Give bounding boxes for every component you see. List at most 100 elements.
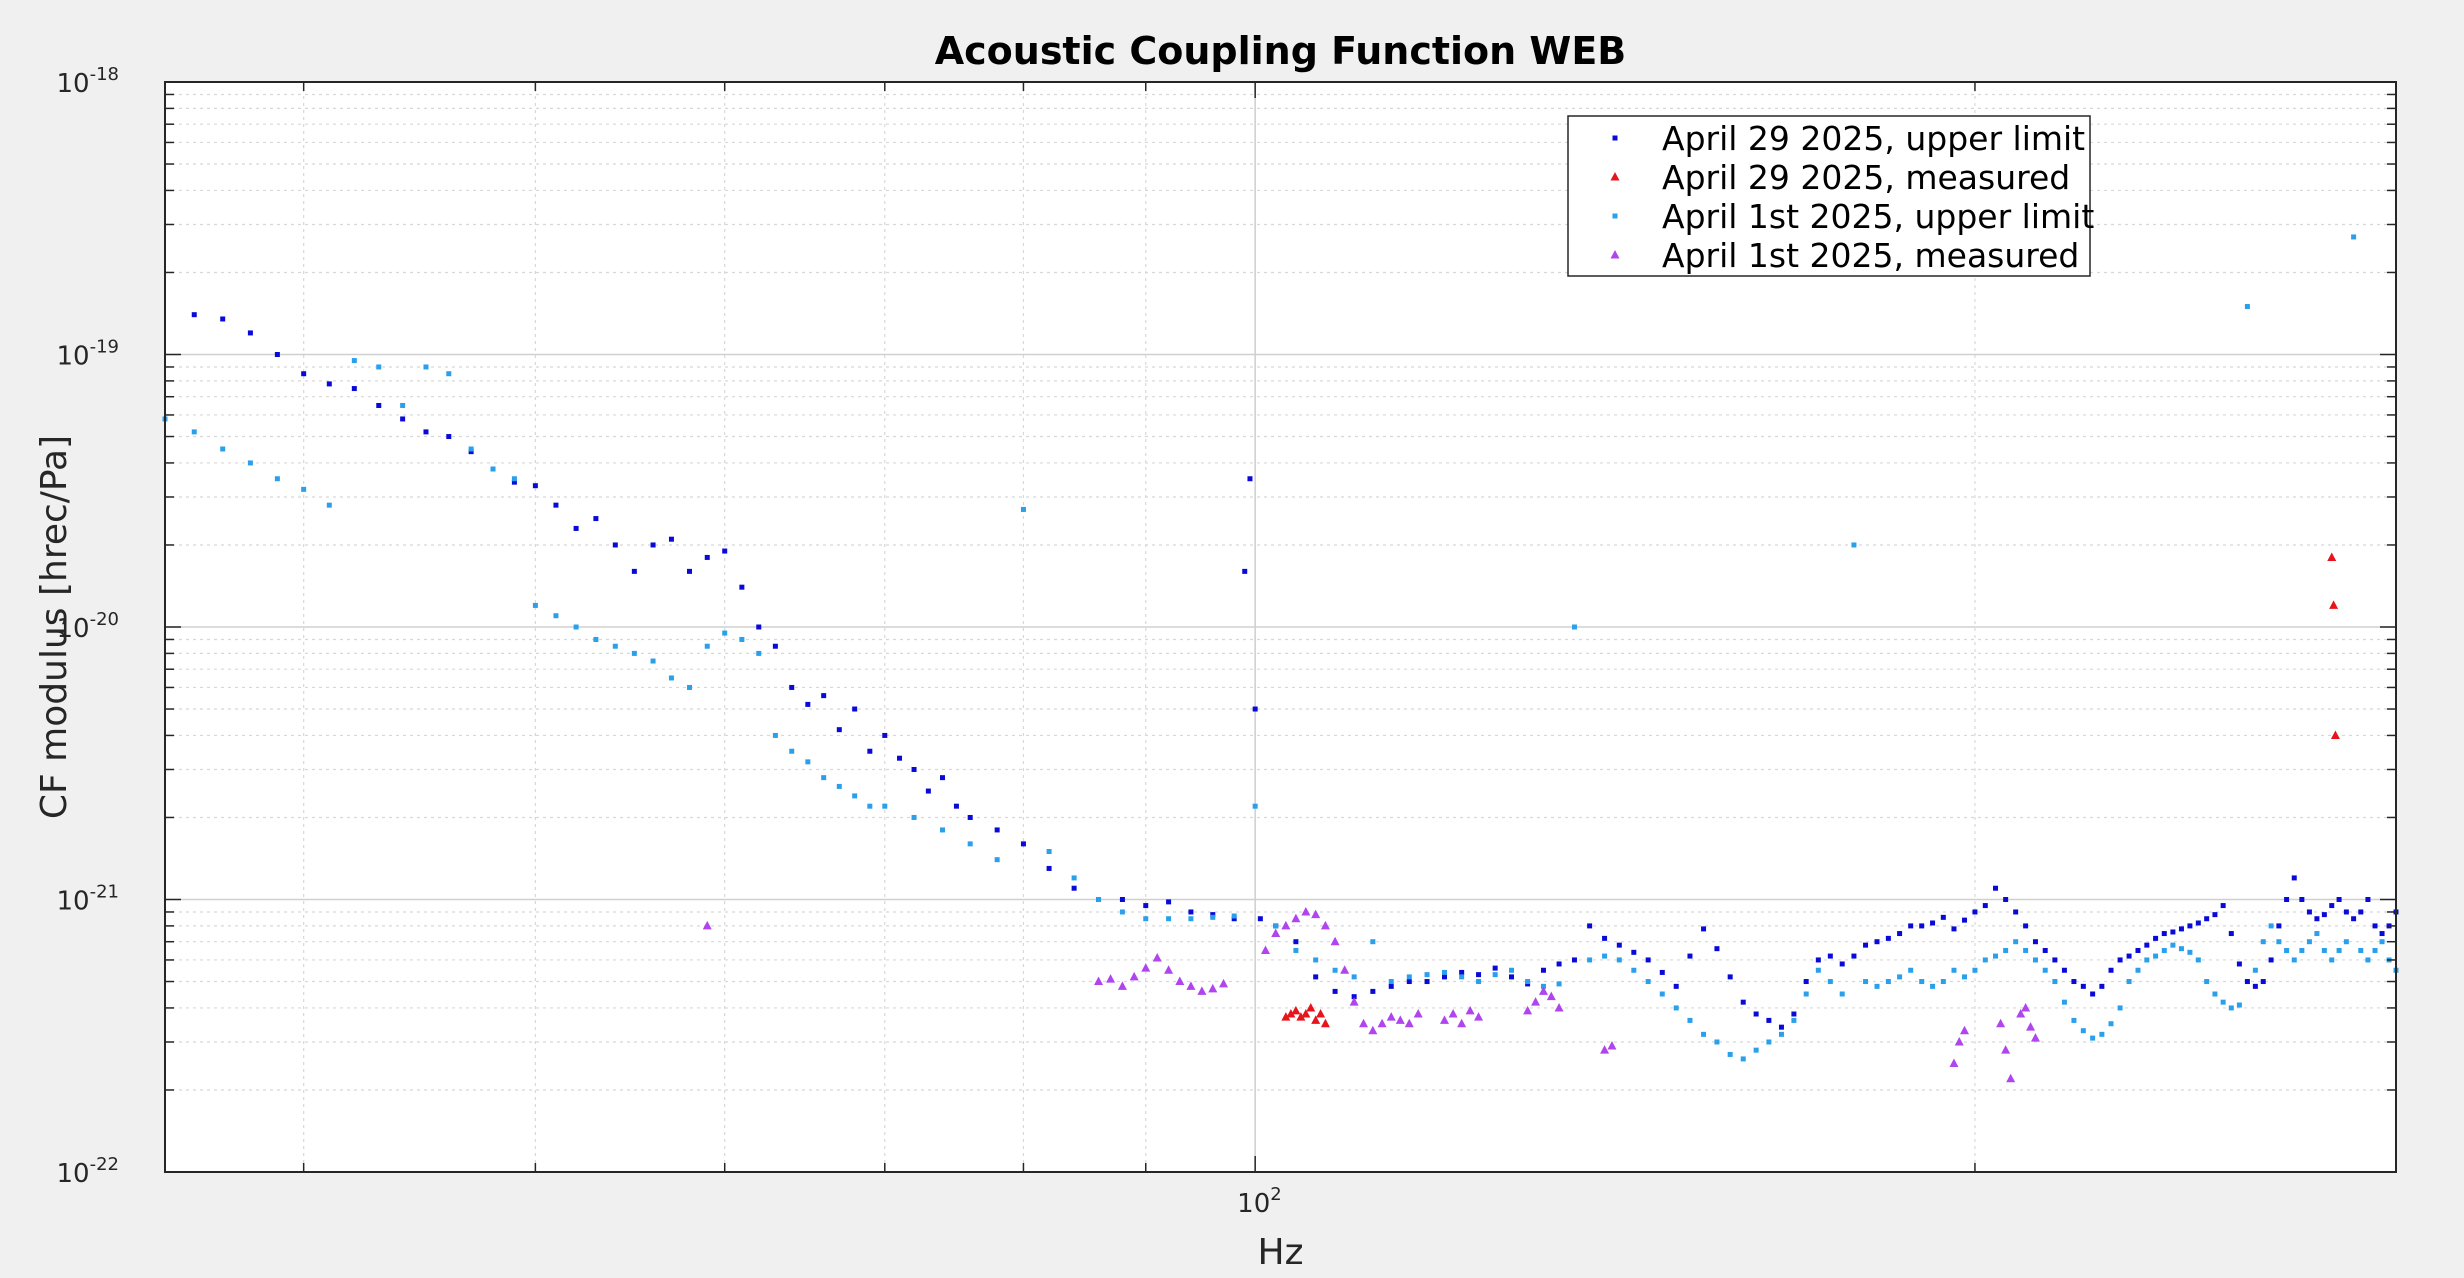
data-point xyxy=(1441,969,1447,975)
data-point xyxy=(1546,991,1556,1001)
data-point xyxy=(1766,1039,1772,1045)
data-point xyxy=(2080,1028,2086,1034)
data-point xyxy=(2090,1035,2096,1041)
data-point xyxy=(1252,706,1258,712)
data-point xyxy=(2170,929,2176,935)
data-point xyxy=(1940,914,1946,920)
data-point xyxy=(1152,952,1162,962)
data-point xyxy=(490,466,496,472)
data-point xyxy=(2351,916,2357,922)
data-point xyxy=(2071,1017,2077,1023)
data-point xyxy=(1687,1017,1693,1023)
data-point xyxy=(2329,600,2339,609)
data-point xyxy=(1071,885,1077,891)
data-point xyxy=(573,624,579,630)
data-point xyxy=(1141,963,1151,972)
data-point xyxy=(1476,972,1482,978)
data-point xyxy=(1320,1018,1330,1028)
data-point xyxy=(1645,957,1651,963)
data-point xyxy=(1306,1002,1316,1012)
data-point xyxy=(1311,1015,1321,1024)
data-point xyxy=(1839,961,1845,967)
data-point xyxy=(2161,947,2167,953)
data-point xyxy=(1492,972,1498,978)
data-point xyxy=(1320,920,1330,930)
data-point xyxy=(2195,920,2201,926)
data-point xyxy=(2187,923,2193,929)
data-point xyxy=(553,502,559,508)
data-point xyxy=(1962,917,1968,923)
data-point xyxy=(2117,957,2123,963)
data-point xyxy=(2314,916,2320,922)
data-point xyxy=(1803,991,1809,997)
data-point xyxy=(1311,909,1321,919)
data-point xyxy=(1370,939,1376,945)
data-point xyxy=(2195,957,2201,963)
data-point xyxy=(1523,1005,1533,1015)
data-point xyxy=(2343,939,2349,945)
data-point xyxy=(1424,979,1430,985)
data-point xyxy=(1406,974,1412,980)
data-point xyxy=(2144,942,2150,948)
data-point xyxy=(2178,946,2184,952)
data-point xyxy=(1313,974,1319,980)
data-point xyxy=(2135,967,2141,973)
data-point xyxy=(2006,1073,2016,1083)
data-point xyxy=(1208,983,1218,993)
data-point xyxy=(274,352,280,357)
data-point xyxy=(2306,939,2312,945)
legend-label: April 1st 2025, measured xyxy=(1662,236,2079,275)
data-point xyxy=(1727,1051,1733,1057)
data-point xyxy=(2212,991,2218,997)
data-point xyxy=(1106,974,1116,983)
data-point xyxy=(1404,1018,1414,1028)
data-point xyxy=(1908,923,1914,929)
data-point xyxy=(326,502,332,508)
data-point xyxy=(852,706,858,712)
data-point xyxy=(2042,967,2048,973)
data-point xyxy=(376,364,382,370)
data-point xyxy=(2268,957,2274,963)
data-point xyxy=(1538,986,1548,995)
data-point xyxy=(1117,981,1127,990)
data-point xyxy=(1257,916,1263,922)
data-point xyxy=(1972,967,1978,973)
data-point xyxy=(2144,957,2150,963)
data-point xyxy=(2099,1031,2105,1037)
data-point xyxy=(1219,978,1229,988)
data-point xyxy=(1359,1018,1369,1028)
data-point xyxy=(1930,983,1936,989)
data-point xyxy=(1370,988,1376,994)
data-point xyxy=(2135,947,2141,953)
data-point xyxy=(1659,969,1665,975)
data-point xyxy=(1827,953,1833,959)
data-point xyxy=(2379,939,2385,945)
legend-marker xyxy=(1610,250,1620,259)
data-point xyxy=(1509,974,1515,980)
data-point xyxy=(1540,967,1546,973)
data-point xyxy=(1143,903,1149,909)
data-point xyxy=(2003,947,2009,953)
data-point xyxy=(1556,961,1562,967)
data-point xyxy=(1281,1012,1291,1021)
data-point xyxy=(1395,1015,1405,1024)
data-point xyxy=(967,841,973,847)
data-point xyxy=(1096,897,1102,902)
data-point xyxy=(612,542,618,548)
data-point xyxy=(2358,947,2364,953)
data-point xyxy=(739,636,745,642)
data-point xyxy=(2228,931,2234,937)
data-point xyxy=(1448,1009,1458,1018)
data-point xyxy=(1261,945,1271,954)
data-point xyxy=(2220,903,2226,909)
data-point xyxy=(423,364,429,370)
x-tick-label: 102 xyxy=(1237,1184,1282,1219)
data-point xyxy=(274,476,280,482)
data-point xyxy=(2170,942,2176,948)
data-point xyxy=(1714,1039,1720,1045)
data-point xyxy=(1554,1002,1564,1012)
data-point xyxy=(897,755,903,761)
data-point xyxy=(2284,897,2290,902)
legend-marker xyxy=(1612,213,1618,219)
data-point xyxy=(1571,957,1577,963)
